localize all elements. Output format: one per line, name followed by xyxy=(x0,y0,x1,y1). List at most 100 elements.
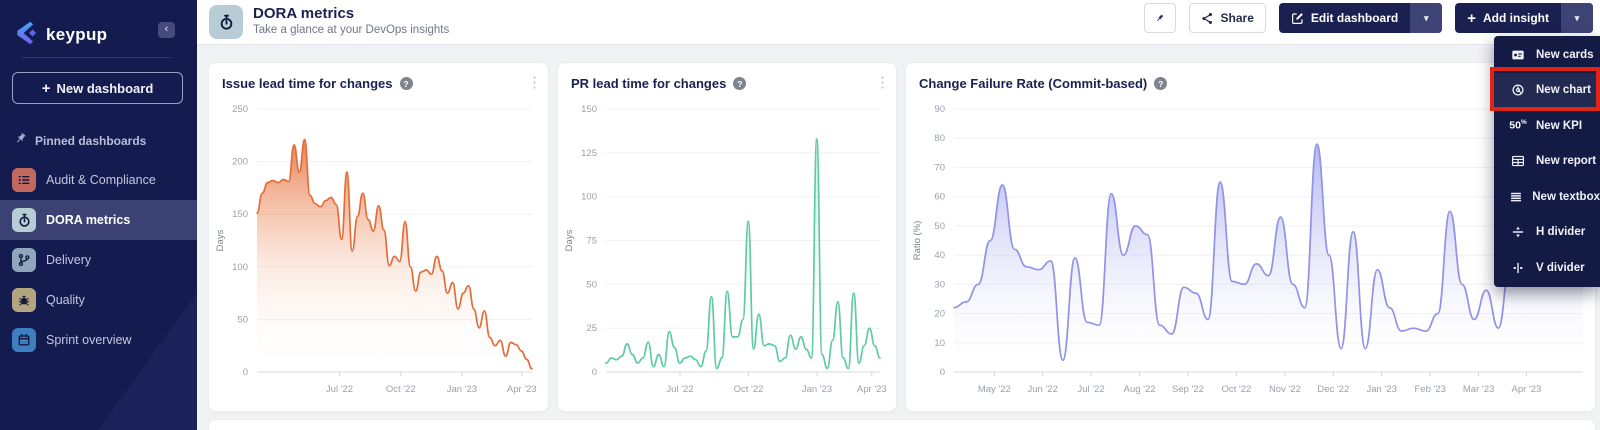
edit-icon xyxy=(1291,12,1303,24)
sidebar-item-label: Delivery xyxy=(46,253,92,267)
menu-item-new-textbox[interactable]: New textbox xyxy=(1494,179,1600,215)
sidebar-item-sprint-overview[interactable]: Sprint overview xyxy=(0,320,197,360)
svg-text:70: 70 xyxy=(934,162,945,173)
chart-card-0: Issue lead time for changes? ⋮ 0 50 100 150 20… xyxy=(208,62,549,412)
menu-item-label: V divider xyxy=(1536,261,1585,274)
svg-text:250: 250 xyxy=(232,105,248,115)
chart-card-2: Change Failure Rate (Commit-based)?⋮0102… xyxy=(905,62,1596,412)
svg-text:30: 30 xyxy=(934,279,945,290)
svg-text:20: 20 xyxy=(934,309,945,320)
chart-plot: 0 50 100 150 200 250 Jul '22 Oct '22 Jan '23 Apr … xyxy=(215,105,537,395)
card-menu-icon[interactable]: ⋮ xyxy=(875,74,890,91)
svg-text:Ratio (%): Ratio (%) xyxy=(912,221,923,261)
svg-text:50: 50 xyxy=(934,221,945,232)
page-subtitle: Take a glance at your DevOps insights xyxy=(253,24,450,36)
pinned-dashboards-label: Pinned dashboards xyxy=(35,134,147,148)
card-menu-icon[interactable]: ⋮ xyxy=(527,74,542,91)
menu-item-label: New KPI xyxy=(1536,119,1583,132)
sidebar-item-dora-metrics[interactable]: DORA metrics xyxy=(0,200,197,240)
svg-text:0: 0 xyxy=(592,367,597,378)
svg-text:Oct '22: Oct '22 xyxy=(386,384,416,395)
logo-text: keypup xyxy=(46,25,108,44)
menu-item-label: New report xyxy=(1536,155,1597,168)
report-icon xyxy=(1509,154,1527,168)
svg-text:Jan '23: Jan '23 xyxy=(447,384,477,395)
svg-text:60: 60 xyxy=(934,192,945,203)
svg-text:Oct '22: Oct '22 xyxy=(734,384,764,395)
share-label: Share xyxy=(1220,11,1254,25)
svg-text:10: 10 xyxy=(934,338,945,349)
add-insight-caret[interactable]: ▾ xyxy=(1561,3,1593,33)
sidebar-divider xyxy=(22,57,172,58)
menu-item-label: New textbox xyxy=(1532,190,1600,203)
slash xyxy=(1156,15,1163,21)
edit-dashboard-label: Edit dashboard xyxy=(1310,11,1399,25)
svg-text:Days: Days xyxy=(215,229,226,251)
help-icon[interactable]: ? xyxy=(399,77,413,90)
chart-title-text: Issue lead time for changes xyxy=(222,76,393,91)
chart-title: Change Failure Rate (Commit-based)? xyxy=(919,76,1168,91)
sidebar-item-label: Sprint overview xyxy=(46,333,132,347)
help-icon[interactable]: ? xyxy=(733,77,747,90)
unpin-button[interactable] xyxy=(1143,3,1176,33)
sidebar-collapse-button[interactable]: ‹ xyxy=(158,22,175,38)
svg-text:150: 150 xyxy=(581,105,597,115)
edit-dashboard-main[interactable]: Edit dashboard xyxy=(1279,3,1410,33)
h-divider-icon xyxy=(1509,225,1527,239)
bug-icon xyxy=(12,288,36,312)
svg-text:Feb '23: Feb '23 xyxy=(1415,384,1446,395)
page-header: DORA metrics Take a glance at your DevOp… xyxy=(197,0,1600,45)
svg-text:100: 100 xyxy=(581,192,597,203)
svg-text:Jun '22: Jun '22 xyxy=(1028,384,1058,395)
svg-text:0: 0 xyxy=(243,367,248,378)
menu-item-new-report[interactable]: New report xyxy=(1494,144,1600,180)
menu-item-new-cards[interactable]: New cards xyxy=(1494,37,1600,73)
sidebar-item-delivery[interactable]: Delivery xyxy=(0,240,197,280)
sidebar-item-audit-compliance[interactable]: Audit & Compliance xyxy=(0,160,197,200)
svg-text:Jan '23: Jan '23 xyxy=(1367,384,1397,395)
checklist-icon xyxy=(12,168,36,192)
svg-text:Apr '23: Apr '23 xyxy=(857,384,887,395)
svg-text:50: 50 xyxy=(586,279,597,290)
svg-text:25: 25 xyxy=(586,323,597,334)
chart-title: PR lead time for changes? xyxy=(571,76,747,91)
svg-text:Jan '23: Jan '23 xyxy=(802,384,832,395)
add-insight-label: Add insight xyxy=(1483,11,1549,25)
chart-plot: 0 25 50 75 100 125 150 Jul '22 Oct '22 Jan '23 Apr… xyxy=(564,105,887,395)
svg-text:100: 100 xyxy=(232,262,248,273)
svg-text:Days: Days xyxy=(564,229,575,251)
menu-item-new-chart[interactable]: New chart xyxy=(1494,72,1600,108)
menu-item-h-divider[interactable]: H divider xyxy=(1494,215,1600,251)
svg-text:Mar '23: Mar '23 xyxy=(1463,384,1494,395)
pin-icon xyxy=(14,132,27,150)
cards-icon xyxy=(1509,48,1527,62)
svg-text:150: 150 xyxy=(232,209,248,220)
edit-dashboard-caret[interactable]: ▾ xyxy=(1410,3,1443,33)
add-insight-main[interactable]: + Add insight xyxy=(1455,3,1561,33)
share-icon xyxy=(1201,12,1212,24)
svg-text:0: 0 xyxy=(940,367,945,378)
svg-text:125: 125 xyxy=(581,148,597,159)
keypup-logo: keypup ‹ xyxy=(13,20,187,50)
add-insight-button: + Add insight ▾ xyxy=(1455,3,1593,33)
chart-title: Issue lead time for changes? xyxy=(222,76,413,91)
sidebar-item-label: Quality xyxy=(46,293,85,307)
svg-text:Sep '22: Sep '22 xyxy=(1172,384,1204,395)
stopwatch-icon xyxy=(12,208,36,232)
dashboard-icon-tile xyxy=(209,5,243,39)
menu-item-label: New cards xyxy=(1536,48,1594,61)
svg-text:Aug '22: Aug '22 xyxy=(1124,384,1156,395)
edit-dashboard-button: Edit dashboard ▾ xyxy=(1278,3,1443,33)
menu-item-label: H divider xyxy=(1536,226,1586,239)
textbox-icon xyxy=(1509,190,1523,204)
kpi-icon: 50% xyxy=(1509,119,1527,132)
menu-item-new-kpi[interactable]: 50% New KPI xyxy=(1494,108,1600,144)
new-dashboard-button[interactable]: + New dashboard xyxy=(12,72,183,104)
chart-card-1: PR lead time for changes? ⋮ 0 25 50 75 100 125 1… xyxy=(557,62,897,412)
menu-item-v-divider[interactable]: V divider xyxy=(1494,250,1600,286)
share-button[interactable]: Share xyxy=(1188,3,1266,33)
help-icon[interactable]: ? xyxy=(1154,77,1168,90)
chart-icon xyxy=(1509,83,1527,97)
sidebar-item-quality[interactable]: Quality xyxy=(0,280,197,320)
plus-icon: + xyxy=(41,79,51,97)
